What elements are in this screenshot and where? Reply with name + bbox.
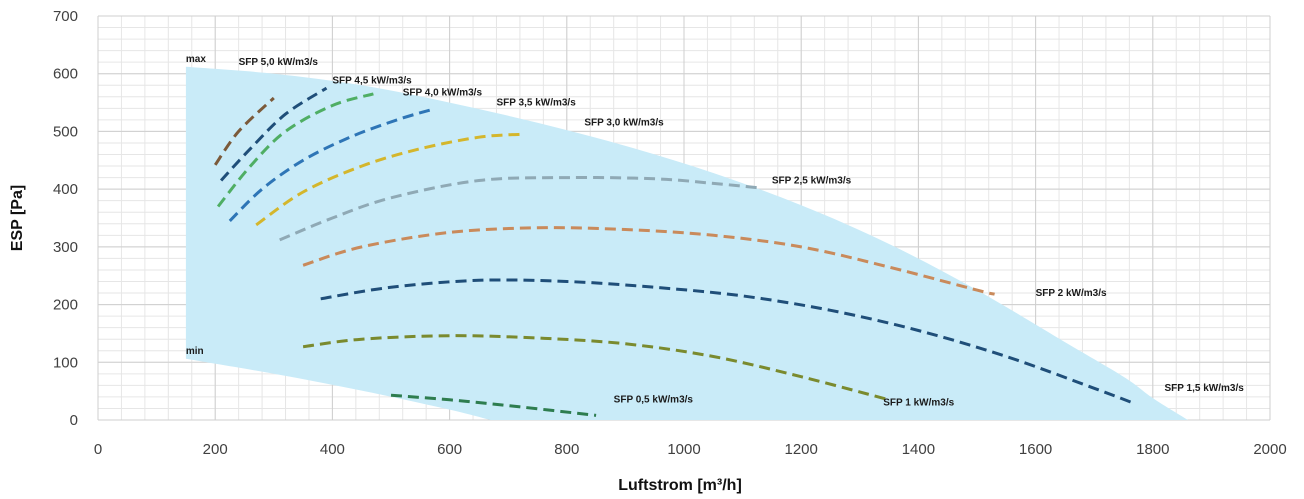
x-axis-ticks: 0 200 400 600 800 1000 1200 1400 1600 1800 2000 <box>94 441 1287 458</box>
max-label: max <box>186 54 206 65</box>
x-tick-label: 1200 <box>785 441 818 458</box>
sfp-15-curve <box>320 278 1136 406</box>
y-tick-label: 100 <box>53 354 78 371</box>
sfp-3-curve <box>255 132 521 227</box>
y-tick-label: 500 <box>53 123 78 140</box>
x-tick-label: 1000 <box>667 441 700 458</box>
sfp-2-curve <box>302 226 995 296</box>
x-tick-label: 600 <box>437 441 462 458</box>
operating-area <box>185 66 1188 421</box>
sfp-35-label: SFP 3,5 kW/m3/s <box>496 97 576 108</box>
y-tick-label: 600 <box>53 66 78 83</box>
x-tick-label: 1800 <box>1136 441 1169 458</box>
sfp-25-curve <box>279 176 761 242</box>
x-tick-label: 200 <box>203 441 228 458</box>
sfp-2-label: SFP 2 kW/m3/s <box>1036 288 1107 299</box>
x-tick-label: 1600 <box>1019 441 1052 458</box>
sfp-15-label: SFP 1,5 kW/m3/s <box>1165 383 1245 394</box>
y-tick-label: 300 <box>53 239 78 256</box>
sfp-45-curve <box>219 86 328 182</box>
y-tick-label: 700 <box>53 8 78 25</box>
x-tick-label: 1400 <box>902 441 935 458</box>
x-tick-label: 400 <box>320 441 345 458</box>
sfp-4-label: SFP 4,0 kW/m3/s <box>403 88 483 99</box>
sfp-35-curve <box>228 108 433 222</box>
sfp-3-label: SFP 3,0 kW/m3/s <box>584 118 664 129</box>
y-axis-ticks: 0 100 200 300 400 500 600 700 <box>53 8 78 429</box>
x-tick-label: 0 <box>94 441 102 458</box>
x-tick-label: 800 <box>554 441 579 458</box>
sfp-45-label: SFP 4,5 kW/m3/s <box>332 76 412 87</box>
x-tick-label: 2000 <box>1253 441 1286 458</box>
sfp-1-curve <box>302 334 890 402</box>
y-tick-label: 200 <box>53 297 78 314</box>
sfp-5-label: SFP 5,0 kW/m3/s <box>239 57 319 68</box>
x-axis-title: Luftstrom [m³/h] <box>618 477 742 494</box>
y-axis-title: ESP [Pa] <box>9 185 26 251</box>
sfp-05-label: SFP 0,5 kW/m3/s <box>614 395 694 406</box>
sfp-1-label: SFP 1 kW/m3/s <box>883 398 954 409</box>
sfp-05-curve <box>390 393 597 417</box>
min-label: min <box>186 346 204 357</box>
sfp-4-curve <box>216 92 374 208</box>
curves <box>213 86 1136 417</box>
y-tick-label: 400 <box>53 181 78 198</box>
sfp-5-curve <box>213 96 275 166</box>
y-tick-label: 0 <box>70 412 78 429</box>
sfp-25-label: SFP 2,5 kW/m3/s <box>772 175 852 186</box>
